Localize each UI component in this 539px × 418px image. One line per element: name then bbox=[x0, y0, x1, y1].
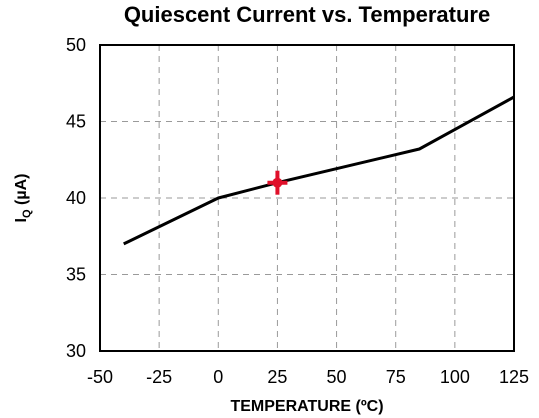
x-tick-label: -25 bbox=[146, 367, 172, 387]
y-axis-label-sub: Q bbox=[21, 209, 33, 218]
x-tick-label: -50 bbox=[87, 367, 113, 387]
x-tick-label: 125 bbox=[499, 367, 529, 387]
y-tick-label: 45 bbox=[66, 112, 86, 132]
marker-group bbox=[267, 170, 288, 195]
y-tick-label: 50 bbox=[66, 35, 86, 55]
y-axis-label-unit: (µA) bbox=[13, 174, 30, 210]
x-tick-label: 25 bbox=[267, 367, 287, 387]
plot-frame bbox=[99, 44, 515, 352]
series-line bbox=[123, 95, 515, 246]
grid bbox=[100, 45, 514, 351]
y-tick-labels: 30 35 40 45 50 bbox=[66, 35, 86, 361]
x-tick-labels: -50 -25 0 25 50 75 100 125 bbox=[87, 367, 529, 387]
y-axis-label: IQ (µA) bbox=[13, 174, 33, 223]
marker-point bbox=[272, 177, 283, 188]
x-axis-label: TEMPERATURE (ºC) bbox=[230, 398, 383, 415]
y-tick-label: 40 bbox=[66, 188, 86, 208]
x-tick-label: 100 bbox=[440, 367, 470, 387]
y-tick-label: 35 bbox=[66, 265, 86, 285]
chart-title: Quiescent Current vs. Temperature bbox=[124, 2, 490, 27]
x-tick-label: 50 bbox=[327, 367, 347, 387]
y-axis-label-main: I bbox=[13, 218, 30, 222]
x-tick-label: 0 bbox=[213, 367, 223, 387]
x-tick-label: 75 bbox=[386, 367, 406, 387]
y-tick-label: 30 bbox=[66, 341, 86, 361]
